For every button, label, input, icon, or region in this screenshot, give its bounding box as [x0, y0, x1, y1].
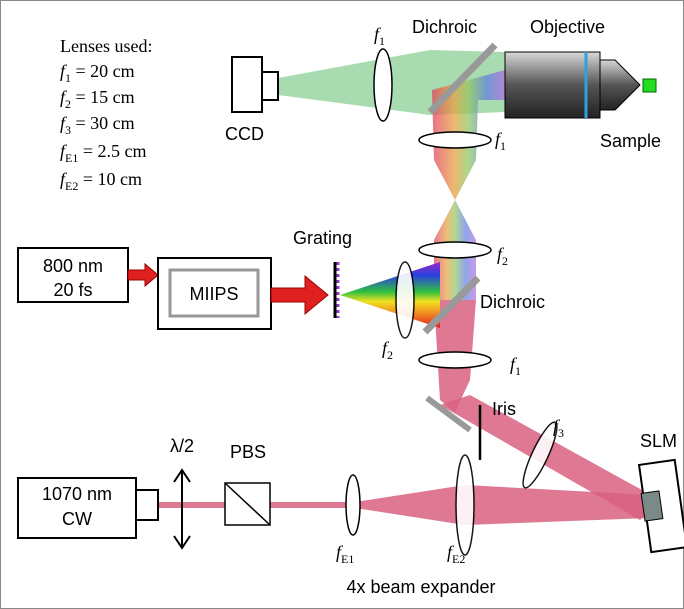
lens	[395, 261, 415, 339]
symbol-letter: f	[374, 24, 382, 44]
ccd	[231, 56, 263, 113]
subscript: 1	[515, 364, 521, 378]
symbol-letter: f	[497, 244, 505, 264]
legend-title: Lenses used:	[60, 36, 152, 56]
label: CCD	[225, 124, 264, 144]
label: 1070 nm	[42, 484, 112, 504]
value: = 2.5 cm	[78, 141, 146, 161]
symbol-letter: f	[336, 542, 344, 562]
label: PBS	[230, 442, 266, 462]
symbol-letter: f	[382, 338, 390, 358]
label: Dichroic	[412, 17, 477, 37]
symbol-letter: f	[60, 113, 68, 133]
symbol: f1 = 20 cm	[60, 61, 135, 85]
lens	[373, 48, 393, 122]
lens	[418, 241, 492, 259]
dichroic	[422, 275, 481, 335]
symbol: f3	[553, 416, 564, 440]
symbol: f3 = 30 cm	[60, 113, 135, 137]
dichroic	[427, 42, 498, 115]
subscript: 1	[65, 71, 71, 85]
symbol: f1	[510, 354, 521, 378]
symbol: fE1	[336, 542, 354, 566]
value: = 30 cm	[71, 113, 135, 133]
mirror	[425, 395, 472, 433]
symbol: f2	[382, 338, 393, 362]
lens	[455, 454, 475, 556]
symbol-letter: f	[553, 416, 561, 436]
subscript: E2	[452, 552, 465, 566]
symbol: f1	[495, 129, 506, 153]
symbol: f2	[497, 244, 508, 268]
objective	[599, 59, 641, 111]
label: λ/2	[170, 436, 194, 456]
symbol: fE1 = 2.5 cm	[60, 141, 147, 165]
value: = 20 cm	[71, 61, 135, 81]
value: = 15 cm	[71, 87, 135, 107]
subscript: 2	[387, 348, 393, 362]
lens	[418, 351, 492, 369]
arrow	[127, 262, 159, 288]
pink-beam	[158, 485, 650, 525]
value: = 10 cm	[78, 169, 142, 189]
pink-beam	[440, 395, 660, 520]
lens	[345, 474, 361, 536]
subscript: 3	[558, 426, 564, 440]
label: MIIPS	[189, 284, 238, 304]
label: Grating	[293, 228, 352, 248]
label: 20 fs	[53, 280, 92, 300]
label: SLM	[640, 431, 677, 451]
waveplate	[173, 468, 191, 550]
ccd	[261, 71, 279, 101]
sample	[642, 78, 657, 93]
lens	[418, 131, 492, 149]
subscript: 2	[502, 254, 508, 268]
arrow	[270, 274, 329, 316]
label: 800 nm	[43, 256, 103, 276]
symbol: fE2	[447, 542, 465, 566]
symbol-letter: f	[510, 354, 518, 374]
symbol-letter: f	[60, 61, 68, 81]
subscript: 3	[65, 123, 71, 137]
label: Dichroic	[480, 292, 545, 312]
spectrum-fan	[340, 262, 440, 328]
symbol: fE2 = 10 cm	[60, 169, 142, 193]
symbol: f2 = 15 cm	[60, 87, 135, 111]
laser-box	[17, 477, 137, 539]
subscript: 1	[379, 34, 385, 48]
label: Sample	[600, 131, 661, 151]
lens	[522, 421, 558, 489]
subscript: E1	[341, 552, 354, 566]
subscript: E2	[65, 179, 78, 193]
symbol-letter: f	[60, 169, 68, 189]
label: 4x beam expander	[346, 577, 495, 597]
subscript: 2	[65, 97, 71, 111]
symbol-letter: f	[495, 129, 503, 149]
pbs	[224, 482, 271, 526]
slm-panel	[640, 490, 664, 522]
label: Objective	[530, 17, 605, 37]
symbol-letter: f	[447, 542, 455, 562]
laser-box	[17, 247, 129, 303]
label: Iris	[492, 399, 516, 419]
label: CW	[62, 509, 92, 529]
symbol-letter: f	[60, 141, 68, 161]
subscript: 1	[500, 139, 506, 153]
symbol: f1	[374, 24, 385, 48]
miips-inner	[168, 268, 260, 318]
subscript: E1	[65, 151, 78, 165]
symbol-letter: f	[60, 87, 68, 107]
laser-head	[135, 489, 159, 521]
